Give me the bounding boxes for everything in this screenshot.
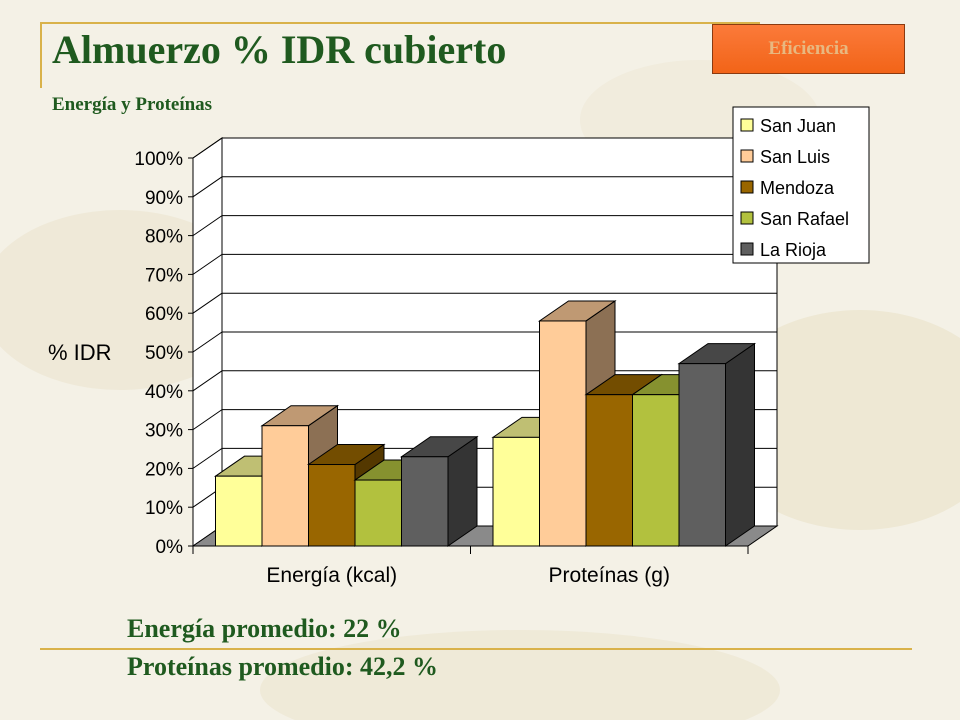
legend-swatch bbox=[740, 180, 754, 194]
slide-subtitle: Energía y Proteínas bbox=[52, 94, 213, 115]
y-tick-label: 30% bbox=[145, 421, 183, 442]
legend-label: San Juan bbox=[760, 116, 836, 136]
legend-swatch bbox=[740, 118, 754, 132]
y-tick-label: 60% bbox=[145, 304, 183, 325]
frame-line-vertical bbox=[40, 22, 42, 88]
y-tick-label: 80% bbox=[145, 227, 183, 248]
frame-line-horizontal bbox=[40, 22, 760, 24]
bar bbox=[492, 436, 540, 547]
bar bbox=[539, 320, 587, 547]
x-tick-label: Energía (kcal) bbox=[266, 564, 397, 587]
protein-average-text: Proteínas promedio: 42,2 % bbox=[127, 652, 439, 681]
gridline-side bbox=[192, 331, 223, 353]
bar bbox=[261, 425, 309, 547]
gridline-side bbox=[192, 176, 223, 198]
bottom-divider bbox=[40, 648, 912, 650]
bar bbox=[585, 394, 633, 547]
legend-box bbox=[732, 106, 870, 264]
legend-swatch bbox=[740, 211, 754, 225]
y-tick-label: 0% bbox=[156, 537, 184, 558]
slide-title: Almuerzo % IDR cubierto bbox=[52, 27, 507, 72]
y-tick-label: 40% bbox=[145, 382, 183, 403]
bar bbox=[354, 479, 402, 547]
legend-label: Mendoza bbox=[760, 178, 835, 198]
gridline-side bbox=[192, 253, 223, 275]
bar bbox=[401, 456, 449, 547]
gridline-side bbox=[192, 137, 223, 159]
bar bbox=[678, 363, 726, 547]
bar bbox=[632, 394, 680, 547]
y-tick-label: 10% bbox=[145, 498, 183, 519]
y-tick-label: 50% bbox=[145, 343, 183, 364]
legend-swatch bbox=[740, 242, 754, 256]
gridline-side bbox=[192, 409, 223, 431]
y-tick-label: 70% bbox=[145, 265, 183, 286]
y-tick-label: 100% bbox=[134, 149, 183, 170]
legend-label: San Rafael bbox=[760, 209, 849, 229]
x-tick-label: Proteínas (g) bbox=[549, 564, 670, 587]
y-tick-label: 20% bbox=[145, 459, 183, 480]
bar-side bbox=[725, 342, 755, 547]
legend-label: La Rioja bbox=[760, 240, 827, 260]
gridline-side bbox=[192, 370, 223, 392]
legend-swatch bbox=[740, 149, 754, 163]
y-tick-label: 90% bbox=[145, 188, 183, 209]
legend-label: San Luis bbox=[760, 147, 830, 167]
energy-average-text: Energía promedio: 22 % bbox=[127, 614, 402, 643]
gridline-side bbox=[192, 292, 223, 314]
bar bbox=[215, 475, 263, 547]
gridline-side bbox=[192, 215, 223, 237]
eficiencia-badge: Eficiencia bbox=[712, 24, 905, 74]
y-axis-label: % IDR bbox=[48, 340, 112, 365]
bar bbox=[308, 464, 356, 547]
gridline-side bbox=[192, 447, 223, 469]
